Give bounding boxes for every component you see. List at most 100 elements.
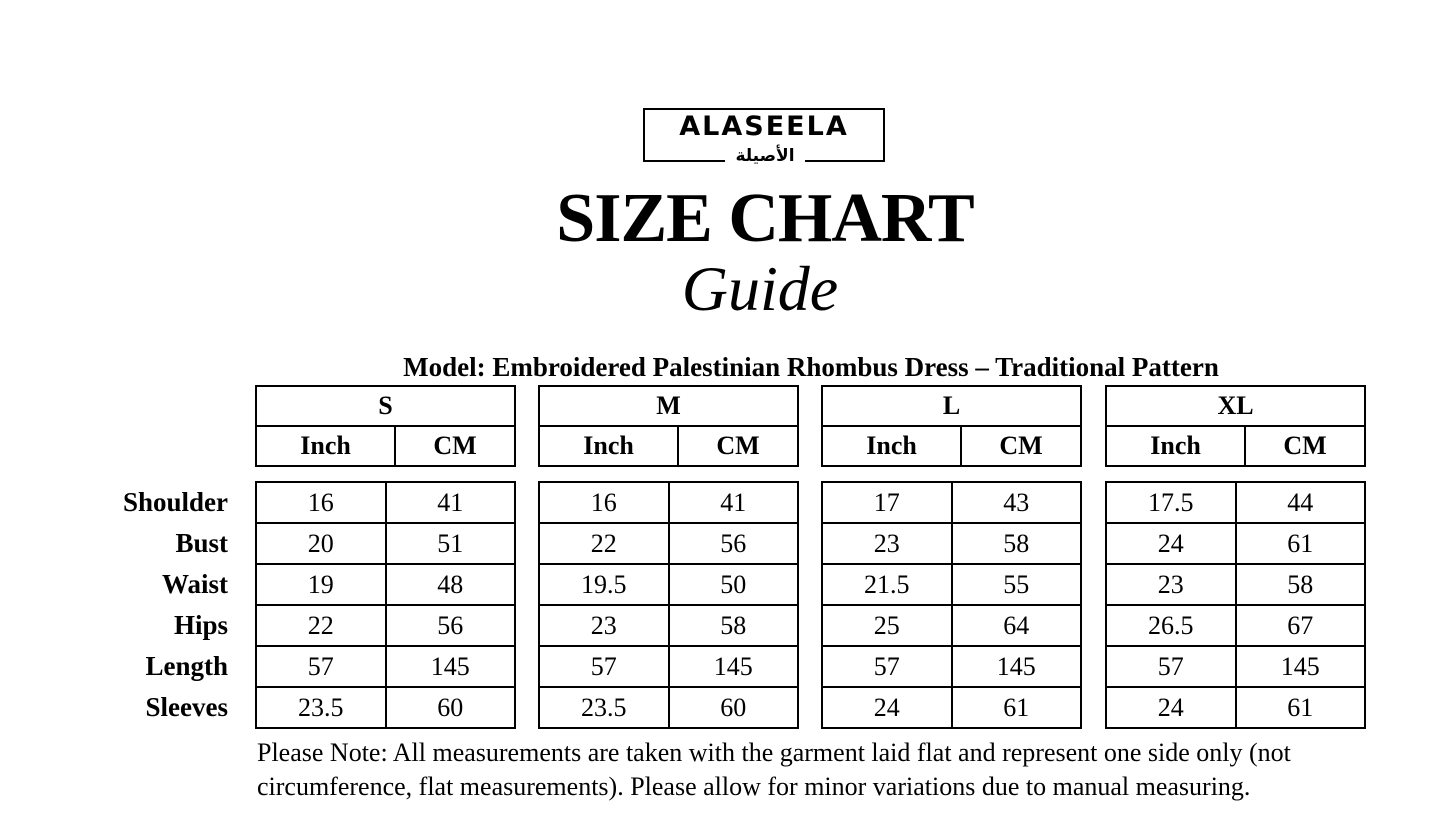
logo-text-en: ALASEELA bbox=[679, 111, 849, 142]
unit-cm-header: CM bbox=[394, 425, 516, 467]
cm-value: 56 bbox=[384, 604, 516, 647]
measurement-label: Hips bbox=[173, 610, 228, 640]
size-values-l: 17 43 23 58 21.5 55 25 64 57 145 24 61 bbox=[821, 481, 1082, 729]
cm-value: 41 bbox=[667, 481, 799, 524]
table-row: 23 58 bbox=[1105, 563, 1366, 606]
cm-value: 145 bbox=[667, 645, 799, 688]
inch-value: 17.5 bbox=[1105, 481, 1237, 524]
measurement-label: Shoulder bbox=[122, 487, 228, 517]
cm-value: 61 bbox=[950, 686, 1082, 729]
inch-value: 16 bbox=[255, 481, 387, 524]
inch-value: 21.5 bbox=[821, 563, 953, 606]
model-name: Model: Embroidered Palestinian Rhombus D… bbox=[403, 352, 1219, 382]
brand-logo: ALASEELA الأصيلة bbox=[643, 108, 885, 166]
cm-value: 61 bbox=[1234, 522, 1366, 565]
table-row: 17 43 bbox=[821, 481, 1082, 524]
inch-value: 57 bbox=[255, 645, 387, 688]
cm-value: 145 bbox=[1234, 645, 1366, 688]
table-row: 57 145 bbox=[1105, 645, 1366, 688]
measurement-label: Bust bbox=[175, 528, 228, 558]
table-row: 26.5 67 bbox=[1105, 604, 1366, 647]
table-row: 19.5 50 bbox=[538, 563, 799, 606]
table-row: 16 41 bbox=[255, 481, 516, 524]
size-header-s: S Inch CM bbox=[254, 385, 516, 467]
unit-inch-header: Inch bbox=[820, 425, 963, 467]
table-row: 24 61 bbox=[821, 686, 1082, 729]
table-row: 24 61 bbox=[1105, 686, 1366, 729]
cm-value: 48 bbox=[384, 563, 516, 606]
unit-cm-header: CM bbox=[960, 425, 1082, 467]
logo-text-ar: الأصيلة bbox=[725, 146, 805, 166]
inch-value: 57 bbox=[1105, 645, 1237, 688]
size-values-m: 16 41 22 56 19.5 50 23 58 57 145 23.5 60 bbox=[538, 481, 799, 729]
size-label: L bbox=[821, 385, 1082, 427]
size-header-m: M Inch CM bbox=[537, 385, 799, 467]
table-row: 57 145 bbox=[538, 645, 799, 688]
cm-value: 50 bbox=[667, 563, 799, 606]
unit-cm-header: CM bbox=[1244, 425, 1366, 467]
inch-value: 23.5 bbox=[255, 686, 387, 729]
cm-value: 60 bbox=[384, 686, 516, 729]
inch-value: 23.5 bbox=[538, 686, 670, 729]
inch-value: 24 bbox=[821, 686, 953, 729]
table-row: 22 56 bbox=[255, 604, 516, 647]
size-label: M bbox=[538, 385, 799, 427]
size-header-l: L Inch CM bbox=[820, 385, 1082, 467]
unit-inch-header: Inch bbox=[254, 425, 397, 467]
inch-value: 22 bbox=[538, 522, 670, 565]
inch-value: 23 bbox=[538, 604, 670, 647]
cm-value: 60 bbox=[667, 686, 799, 729]
cm-value: 51 bbox=[384, 522, 516, 565]
inch-value: 22 bbox=[255, 604, 387, 647]
inch-value: 16 bbox=[538, 481, 670, 524]
cm-value: 58 bbox=[667, 604, 799, 647]
table-row: 16 41 bbox=[538, 481, 799, 524]
inch-value: 57 bbox=[538, 645, 670, 688]
table-row: 23.5 60 bbox=[538, 686, 799, 729]
table-row: 23 58 bbox=[538, 604, 799, 647]
inch-value: 17 bbox=[821, 481, 953, 524]
inch-value: 24 bbox=[1105, 686, 1237, 729]
unit-inch-header: Inch bbox=[537, 425, 680, 467]
inch-value: 23 bbox=[1105, 563, 1237, 606]
inch-value: 19.5 bbox=[538, 563, 670, 606]
cm-value: 43 bbox=[950, 481, 1082, 524]
table-row: 17.5 44 bbox=[1105, 481, 1366, 524]
cm-value: 58 bbox=[1234, 563, 1366, 606]
inch-value: 24 bbox=[1105, 522, 1237, 565]
cm-value: 145 bbox=[950, 645, 1082, 688]
table-row: 22 56 bbox=[538, 522, 799, 565]
size-header-xl: XL Inch CM bbox=[1104, 385, 1366, 467]
cm-value: 55 bbox=[950, 563, 1082, 606]
size-label: XL bbox=[1105, 385, 1366, 427]
measurement-label: Sleeves bbox=[145, 692, 228, 722]
table-row: 24 61 bbox=[1105, 522, 1366, 565]
inch-value: 57 bbox=[821, 645, 953, 688]
measurement-label: Waist bbox=[161, 569, 228, 599]
inch-value: 25 bbox=[821, 604, 953, 647]
inch-value: 20 bbox=[255, 522, 387, 565]
size-label: S bbox=[255, 385, 516, 427]
table-row: 20 51 bbox=[255, 522, 516, 565]
cm-value: 67 bbox=[1234, 604, 1366, 647]
table-row: 23 58 bbox=[821, 522, 1082, 565]
table-row: 57 145 bbox=[255, 645, 516, 688]
table-row: 19 48 bbox=[255, 563, 516, 606]
measurement-label: Length bbox=[145, 651, 228, 681]
table-row: 21.5 55 bbox=[821, 563, 1082, 606]
inch-value: 23 bbox=[821, 522, 953, 565]
cm-value: 44 bbox=[1234, 481, 1366, 524]
inch-value: 26.5 bbox=[1105, 604, 1237, 647]
unit-inch-header: Inch bbox=[1104, 425, 1247, 467]
size-values-xl: 17.5 44 24 61 23 58 26.5 67 57 145 24 61 bbox=[1105, 481, 1366, 729]
cm-value: 41 bbox=[384, 481, 516, 524]
unit-cm-header: CM bbox=[677, 425, 799, 467]
cm-value: 64 bbox=[950, 604, 1082, 647]
measurement-note: Please Note: All measurements are taken … bbox=[257, 738, 1291, 801]
cm-value: 58 bbox=[950, 522, 1082, 565]
cm-value: 61 bbox=[1234, 686, 1366, 729]
table-row: 25 64 bbox=[821, 604, 1082, 647]
table-row: 23.5 60 bbox=[255, 686, 516, 729]
cm-value: 145 bbox=[384, 645, 516, 688]
page-title: SIZE CHART bbox=[556, 180, 974, 257]
